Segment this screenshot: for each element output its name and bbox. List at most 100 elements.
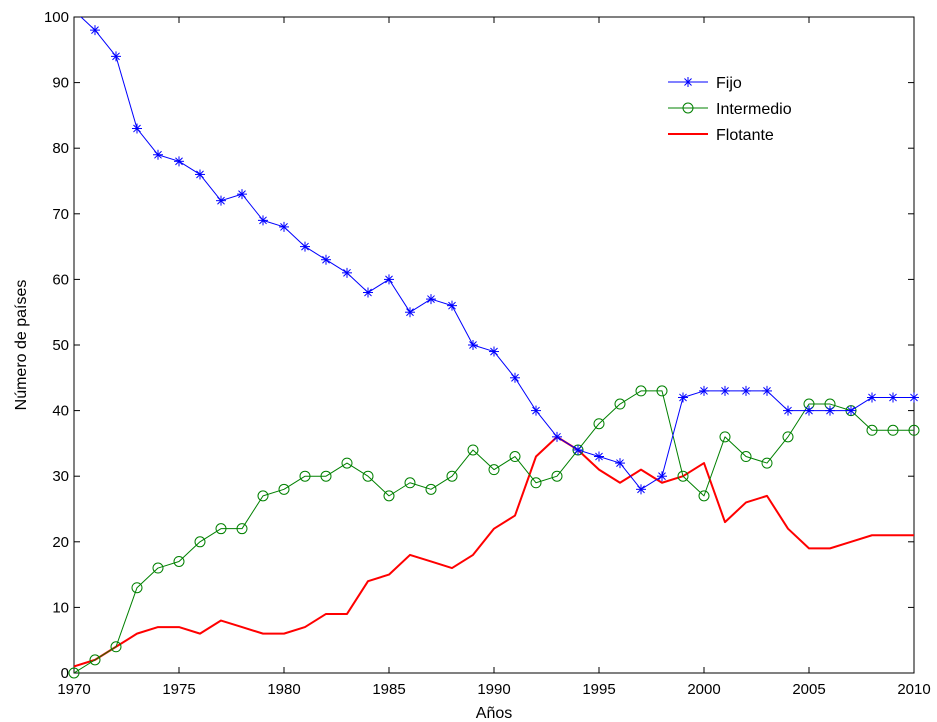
data-point <box>468 340 478 350</box>
data-point <box>761 457 773 469</box>
data-point <box>846 405 856 416</box>
data-point <box>258 215 268 226</box>
data-point <box>383 490 395 502</box>
data-point <box>909 392 919 403</box>
data-point <box>593 418 605 430</box>
data-point <box>194 536 206 548</box>
data-point <box>341 457 353 469</box>
data-point <box>299 470 311 482</box>
data-point <box>635 385 647 397</box>
y-tick-label: 30 <box>52 468 69 485</box>
data-point <box>467 444 479 456</box>
y-tick-label: 50 <box>52 337 69 354</box>
data-point <box>342 267 352 278</box>
series-line <box>74 435 914 668</box>
x-tick-label: 2005 <box>792 681 825 698</box>
data-point <box>552 431 562 442</box>
data-point <box>90 25 100 36</box>
data-point <box>888 392 898 403</box>
series-intermedio <box>68 385 920 679</box>
data-point <box>866 424 878 436</box>
data-point <box>488 464 500 476</box>
data-point <box>594 451 604 462</box>
legend-box <box>650 64 820 154</box>
data-point <box>131 582 143 594</box>
data-point <box>509 451 521 463</box>
x-tick-label: 1980 <box>267 681 300 698</box>
data-point <box>699 385 709 396</box>
series-fijo <box>80 17 919 495</box>
y-tick-label: 90 <box>52 75 69 92</box>
y-tick-label: 80 <box>52 140 69 157</box>
x-tick-label: 2000 <box>687 681 720 698</box>
x-tick-label: 1990 <box>477 681 510 698</box>
data-point <box>174 156 184 167</box>
data-point <box>111 51 121 62</box>
x-tick-label: 1985 <box>372 681 405 698</box>
data-point <box>489 346 499 357</box>
data-point <box>320 470 332 482</box>
data-point <box>173 555 185 567</box>
x-tick-label: 2010 <box>897 681 930 698</box>
data-point <box>362 470 374 482</box>
legend: Fijo Intermedio Flotante <box>650 64 820 154</box>
data-point <box>68 667 80 679</box>
data-point <box>215 523 227 535</box>
data-point <box>614 398 626 410</box>
data-point <box>195 169 205 180</box>
data-point <box>153 149 163 160</box>
legend-label: Intermedio <box>716 101 792 118</box>
legend-item-intermedio: Intermedio <box>668 101 792 118</box>
legend-marker <box>682 102 694 114</box>
data-point <box>425 483 437 495</box>
data-point <box>405 307 415 318</box>
data-point <box>825 405 835 416</box>
y-tick-label: 10 <box>52 599 69 616</box>
data-point <box>426 294 436 305</box>
data-point <box>698 490 710 502</box>
data-point <box>363 287 373 298</box>
series-flotante <box>74 435 914 668</box>
legend-item-fijo: Fijo <box>668 75 742 92</box>
data-point <box>110 641 122 653</box>
y-tick-label: 20 <box>52 534 69 551</box>
y-axis: 0 10 20 30 40 50 60 70 80 90 100 <box>44 9 914 682</box>
data-point <box>404 477 416 489</box>
data-point <box>530 477 542 489</box>
data-point <box>300 241 310 252</box>
data-point <box>677 470 689 482</box>
data-point <box>216 195 226 206</box>
data-point <box>783 405 793 416</box>
y-axis-label: Número de países <box>13 280 30 411</box>
y-tick-label: 100 <box>44 9 69 26</box>
data-point <box>887 424 899 436</box>
data-point <box>236 523 248 535</box>
data-point <box>551 470 563 482</box>
data-point <box>804 405 814 416</box>
data-point <box>531 405 541 416</box>
data-point <box>89 654 101 666</box>
data-point <box>719 431 731 443</box>
data-point <box>657 471 667 482</box>
x-axis-label: Años <box>476 705 512 722</box>
legend-item-flotante: Flotante <box>668 127 774 144</box>
y-tick-label: 0 <box>61 665 69 682</box>
data-point <box>741 385 751 396</box>
y-tick-label: 40 <box>52 403 69 420</box>
y-tick-label: 70 <box>52 206 69 223</box>
series-line <box>74 390 914 673</box>
data-point <box>278 483 290 495</box>
data-point <box>762 385 772 396</box>
x-tick-label: 1995 <box>582 681 615 698</box>
series-layer <box>68 17 920 679</box>
data-point <box>720 385 730 396</box>
data-point <box>615 458 625 469</box>
legend-label: Flotante <box>716 127 774 144</box>
data-point <box>384 274 394 285</box>
x-tick-label: 1975 <box>162 681 195 698</box>
data-point <box>446 470 458 482</box>
data-point <box>510 372 520 383</box>
data-point <box>321 254 331 265</box>
data-point <box>867 392 877 403</box>
data-point <box>279 221 289 232</box>
